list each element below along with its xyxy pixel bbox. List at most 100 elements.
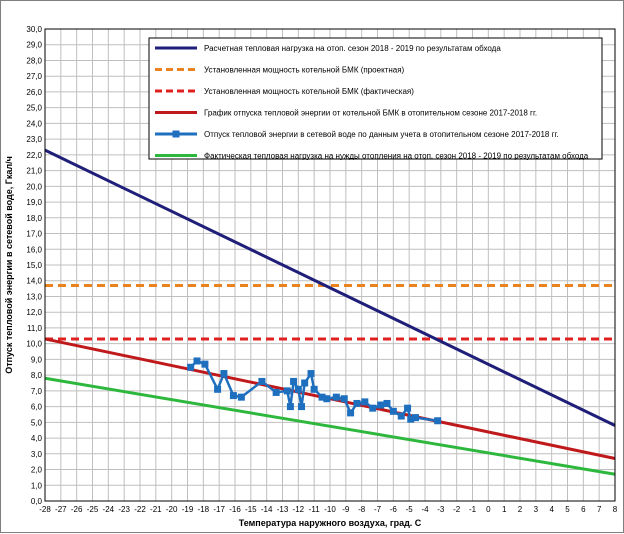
y-tick-label: 11,0 [27,324,43,333]
x-tick-label: -1 [469,505,477,514]
x-tick-label: -4 [421,505,429,514]
x-tick-label: -28 [39,505,51,514]
y-tick-label: 22,0 [26,151,42,160]
y-tick-label: 1,0 [31,481,43,490]
y-tick-label: 25,0 [26,104,42,113]
data-point-marker [377,401,385,409]
x-tick-label: -27 [55,505,67,514]
data-point-marker [340,395,348,403]
x-tick-label: -7 [374,505,382,514]
x-tick-label: 7 [597,505,602,514]
x-tick-label: -13 [277,505,289,514]
y-tick-label: 9,0 [31,355,43,364]
data-point-marker [187,363,195,371]
data-point-marker [383,399,391,407]
y-tick-label: 24,0 [26,119,42,128]
x-tick-label: -9 [342,505,350,514]
x-tick-label: -6 [390,505,398,514]
data-point-marker [332,393,340,401]
legend-label: Отпуск тепловой энергии в сетевой воде п… [204,130,559,139]
y-tick-label: 13,0 [26,292,42,301]
x-tick-label: -12 [293,505,305,514]
data-point-marker [201,360,209,368]
x-tick-label: -5 [406,505,414,514]
legend-label: Расчетная тепловая нагрузка на отоп. сез… [204,44,501,53]
y-axis-title: Отпуск тепловой энергии в сетевой воде, … [4,156,14,374]
y-tick-label: 2,0 [31,466,43,475]
x-tick-label: -11 [309,505,321,514]
y-tick-label: 30,0 [26,25,42,34]
y-tick-label: 18,0 [26,214,42,223]
x-tick-label: -23 [118,505,130,514]
y-tick-label: 0,0 [31,497,43,506]
x-tick-label: -15 [245,505,257,514]
y-tick-label: 23,0 [26,135,42,144]
data-point-marker [361,398,369,406]
data-point-marker [307,370,315,378]
data-point-marker [258,377,266,385]
x-tick-label: 3 [534,505,539,514]
series-layer [44,148,616,476]
plot-border [44,28,616,502]
y-tick-label: 10,0 [26,340,42,349]
data-point-marker [286,403,294,411]
data-point-marker [214,385,222,393]
x-tick-label: -8 [358,505,366,514]
x-tick-label: -24 [103,505,115,514]
x-tick-label: -18 [198,505,210,514]
x-axis-title: Температура наружного воздуха, град. С [239,518,422,528]
y-tick-label: 8,0 [31,371,43,380]
data-point-marker [369,404,377,412]
data-point-marker [397,412,405,420]
x-tick-label: -3 [437,505,445,514]
legend-label: Фактическая тепловая нагрузка на нужды о… [204,152,589,161]
x-tick-label: 0 [486,505,491,514]
data-point-marker [318,393,326,401]
data-point-marker [404,404,412,412]
x-tick-label: -10 [324,505,336,514]
series-line-5 [44,376,616,476]
data-point-marker [294,385,302,393]
y-tick-label: 5,0 [31,418,43,427]
data-point-marker [407,415,415,423]
legend-label: Установленная мощность котельной БМК (пр… [204,66,405,75]
legend-label: Установленная мощность котельной БМК (фа… [204,87,414,96]
x-tick-label: -22 [134,505,146,514]
y-tick-label: 14,0 [26,277,42,286]
x-tick-label: 1 [502,505,507,514]
x-tick-label: -16 [229,505,241,514]
data-point-marker [298,403,305,411]
x-tick-label: -26 [71,505,83,514]
x-tick-label: 6 [581,505,586,514]
legend-label: График отпуска тепловой энергии от котел… [204,109,537,118]
legend-box [148,37,603,160]
data-point-marker [347,409,355,417]
data-point-marker [353,399,361,407]
x-tick-label: -17 [213,505,225,514]
data-point-marker [323,395,331,403]
data-point-marker [193,357,201,365]
x-tick-label: 5 [565,505,570,514]
x-tick-label: -2 [453,505,461,514]
x-tick-label: 2 [518,505,523,514]
x-tick-label: -25 [87,505,99,514]
y-tick-label: 16,0 [26,245,42,254]
legend: Расчетная тепловая нагрузка на отоп. сез… [148,37,603,161]
y-tick-label: 17,0 [26,230,42,239]
series-line-0 [44,148,616,427]
data-point-marker [301,379,309,387]
data-point-marker [434,417,442,425]
x-tick-label: -14 [261,505,273,514]
data-point-marker [220,370,228,378]
y-tick-label: 29,0 [26,41,42,50]
y-tick-label: 19,0 [26,198,42,207]
x-tick-label: 8 [613,505,618,514]
x-tick-label: -19 [182,505,194,514]
y-tick-label: 7,0 [31,387,43,396]
y-tick-label: 21,0 [26,167,42,176]
x-tick-labels: -28 -27 -26 -25 -24 -23 -22 -21 -20 -19 -18 -17 -16-… [39,505,618,514]
y-tick-label: 26,0 [26,88,42,97]
data-point-marker [229,392,237,400]
